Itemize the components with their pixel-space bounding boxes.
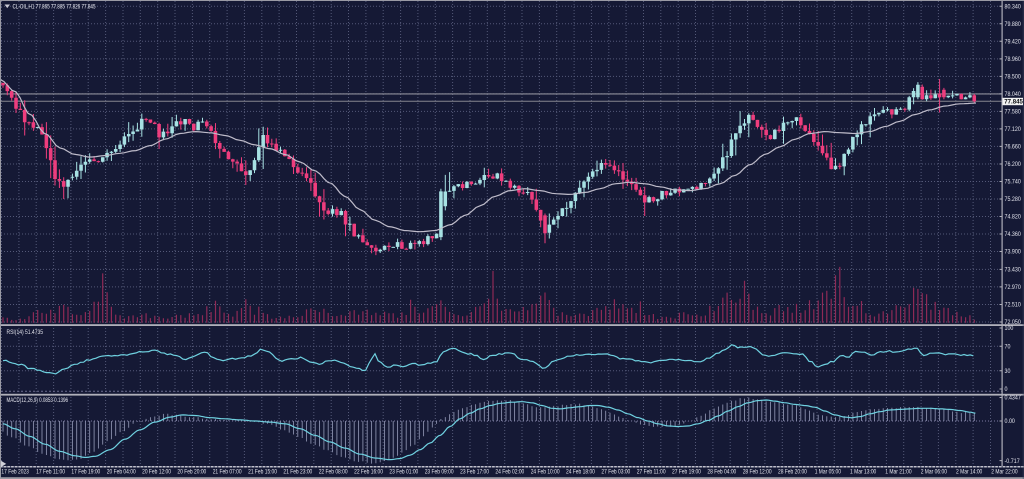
svg-text:22 Feb 16:00: 22 Feb 16:00 (354, 469, 383, 476)
svg-text:2 Mar 06:00: 2 Mar 06:00 (921, 469, 948, 476)
svg-text:2 Mar 22:00: 2 Mar 22:00 (991, 469, 1018, 476)
svg-text:78.500: 78.500 (1005, 74, 1022, 81)
svg-text:73.430: 73.430 (1005, 267, 1022, 274)
svg-text:78.960: 78.960 (1005, 56, 1022, 63)
svg-text:72.970: 72.970 (1005, 284, 1022, 291)
svg-text:73.900: 73.900 (1005, 249, 1022, 256)
svg-text:74.360: 74.360 (1005, 231, 1022, 238)
svg-text:77.580: 77.580 (1005, 109, 1022, 116)
svg-text:20 Feb 20:00: 20 Feb 20:00 (177, 469, 206, 476)
svg-text:24 Feb 10:00: 24 Feb 10:00 (531, 469, 560, 476)
svg-text:27 Feb 03:00: 27 Feb 03:00 (601, 469, 630, 476)
svg-text:1 Mar 05:00: 1 Mar 05:00 (815, 469, 842, 476)
svg-text:77.845: 77.845 (1004, 99, 1023, 106)
svg-text:74.820: 74.820 (1005, 214, 1022, 221)
svg-text:23 Feb 17:00: 23 Feb 17:00 (460, 469, 489, 476)
svg-text:CL-OIL,H1 77.865 77.885 77.826: CL-OIL,H1 77.865 77.885 77.826 77.845 (13, 4, 96, 11)
svg-text:77.120: 77.120 (1005, 126, 1022, 133)
svg-text:2 Mar 14:00: 2 Mar 14:00 (956, 469, 983, 476)
svg-text:23 Feb 09:00: 23 Feb 09:00 (425, 469, 454, 476)
svg-text:78.040: 78.040 (1005, 91, 1022, 98)
svg-text:79.880: 79.880 (1005, 21, 1022, 28)
svg-text:21 Feb 15:00: 21 Feb 15:00 (248, 469, 277, 476)
svg-text:23 Feb 01:00: 23 Feb 01:00 (389, 469, 418, 476)
svg-text:75.280: 75.280 (1005, 196, 1022, 203)
svg-text:30: 30 (1005, 368, 1011, 375)
svg-text:24 Feb 18:00: 24 Feb 18:00 (566, 469, 595, 476)
svg-text:21 Feb 23:00: 21 Feb 23:00 (283, 469, 312, 476)
svg-text:28 Feb 12:00: 28 Feb 12:00 (743, 469, 772, 476)
svg-text:17 Feb 11:00: 17 Feb 11:00 (36, 469, 65, 476)
svg-text:70: 70 (1005, 344, 1011, 351)
svg-text:20 Feb 12:00: 20 Feb 12:00 (142, 469, 171, 476)
svg-text:100: 100 (1005, 325, 1014, 332)
svg-text:79.420: 79.420 (1005, 39, 1022, 46)
svg-text:RSI(14) 51.4735: RSI(14) 51.4735 (7, 329, 44, 336)
svg-text:17 Feb 2023: 17 Feb 2023 (1, 469, 29, 476)
svg-text:21 Feb 07:00: 21 Feb 07:00 (213, 469, 242, 476)
svg-text:0.4347: 0.4347 (1005, 395, 1022, 402)
svg-text:MACD(12,26,9) 0.0853 0.1396: MACD(12,26,9) 0.0853 0.1396 (7, 397, 69, 404)
svg-text:76.660: 76.660 (1005, 144, 1022, 151)
svg-text:24 Feb 02:00: 24 Feb 02:00 (495, 469, 524, 476)
svg-text:1 Mar 21:00: 1 Mar 21:00 (885, 469, 912, 476)
svg-text:76.200: 76.200 (1005, 161, 1022, 168)
svg-text:27 Feb 11:00: 27 Feb 11:00 (637, 469, 666, 476)
svg-text:80.340: 80.340 (1005, 4, 1022, 11)
svg-text:-0.717: -0.717 (1005, 458, 1021, 465)
svg-text:22 Feb 08:00: 22 Feb 08:00 (319, 469, 348, 476)
svg-text:17 Feb 19:00: 17 Feb 19:00 (71, 469, 100, 476)
svg-text:75.740: 75.740 (1005, 179, 1022, 186)
svg-text:20 Feb 04:00: 20 Feb 04:00 (107, 469, 136, 476)
svg-text:28 Feb 20:00: 28 Feb 20:00 (778, 469, 807, 476)
svg-text:0: 0 (1005, 386, 1008, 393)
svg-text:72.050: 72.050 (1005, 319, 1022, 326)
svg-text:0.00: 0.00 (1005, 418, 1016, 425)
svg-text:27 Feb 19:00: 27 Feb 19:00 (672, 469, 701, 476)
svg-text:72.510: 72.510 (1005, 302, 1022, 309)
svg-text:1 Mar 13:00: 1 Mar 13:00 (850, 469, 877, 476)
svg-text:28 Feb 04:00: 28 Feb 04:00 (707, 469, 736, 476)
